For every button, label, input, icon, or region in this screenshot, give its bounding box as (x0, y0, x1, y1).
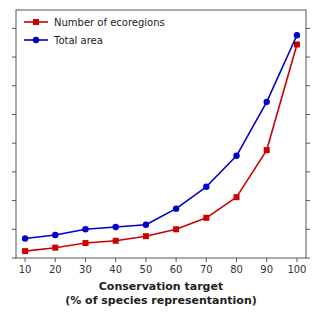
data-point (234, 194, 240, 200)
x-tick (85, 258, 86, 262)
data-point (82, 226, 88, 232)
x-tick (176, 258, 177, 262)
y-tick-right (306, 171, 310, 172)
plot-area (22, 32, 300, 254)
data-point (264, 147, 270, 153)
data-point (52, 245, 58, 251)
y-tick (12, 28, 16, 29)
y-tick-right (306, 28, 310, 29)
data-point (143, 222, 149, 228)
y-tick (12, 200, 16, 201)
legend-marker (33, 19, 39, 25)
y-tick-right (306, 143, 310, 144)
data-point (294, 41, 300, 47)
x-tick-label: 10 (19, 264, 32, 275)
y-tick-right (306, 200, 310, 201)
y-tick-right (306, 114, 310, 115)
data-point (22, 235, 28, 241)
data-point (143, 233, 149, 239)
x-axis-label: Conservation target(% of species represe… (65, 280, 257, 307)
y-tick (12, 85, 16, 86)
data-point (173, 205, 179, 211)
data-point (264, 99, 270, 105)
legend: Number of ecoregions Total area (24, 17, 165, 46)
data-point (52, 232, 58, 238)
x-tick-label: 100 (287, 264, 306, 275)
y-tick (12, 114, 16, 115)
x-tick (115, 258, 116, 262)
x-tick-label: 20 (49, 264, 62, 275)
legend-marker (33, 37, 39, 43)
x-tick-label: 70 (200, 264, 213, 275)
legend-label: Number of ecoregions (54, 17, 165, 28)
y-tick-right (306, 229, 310, 230)
x-tick (145, 258, 146, 262)
plot-frame (16, 10, 306, 258)
legend-label: Total area (53, 35, 103, 46)
data-point (22, 248, 28, 254)
y-tick (12, 258, 16, 259)
data-point (113, 238, 119, 244)
x-tick-label: 90 (260, 264, 273, 275)
x-tick (25, 258, 26, 262)
x-tick (236, 258, 237, 262)
data-point (112, 224, 118, 230)
x-tick (266, 258, 267, 262)
x-tick-label: 80 (230, 264, 243, 275)
data-point (203, 215, 209, 221)
y-tick (12, 57, 16, 58)
series-line (25, 35, 297, 238)
x-tick (55, 258, 56, 262)
x-tick-label: 60 (170, 264, 183, 275)
data-point (82, 240, 88, 246)
chart: 10 20 30 40 50 60 70 80 90 100 Conservation target… (0, 0, 320, 320)
series-line (25, 44, 297, 251)
y-tick (12, 229, 16, 230)
x-tick-label: 30 (79, 264, 92, 275)
x-tick (206, 258, 207, 262)
x-tick (296, 258, 297, 262)
y-tick-right (306, 85, 310, 86)
x-tick-label: 50 (140, 264, 153, 275)
data-point (233, 153, 239, 159)
y-tick (12, 143, 16, 144)
y-tick (12, 171, 16, 172)
data-point (203, 184, 209, 190)
y-tick-right (306, 258, 310, 259)
y-tick-right (306, 57, 310, 58)
x-tick-label: 40 (109, 264, 122, 275)
data-point (294, 32, 300, 38)
data-point (173, 226, 179, 232)
